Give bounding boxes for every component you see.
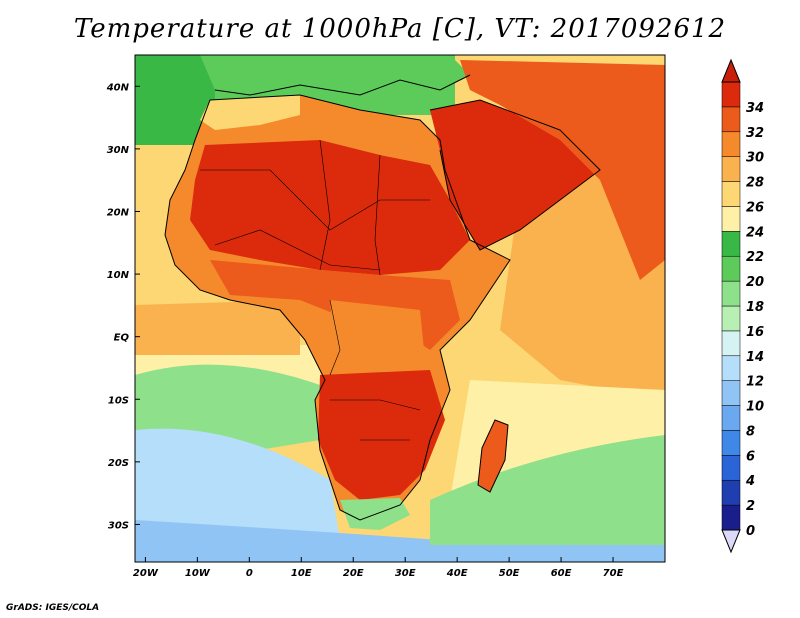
colorbar-label: 20	[746, 275, 764, 290]
colorbar-segment	[721, 255, 741, 282]
y-tick-label: 10N	[107, 270, 130, 281]
colorbar-segment	[721, 131, 741, 157]
colorbar-label: 4	[745, 474, 755, 489]
colorbar-label: 30	[746, 151, 764, 166]
colorbar-label: 16	[746, 325, 764, 340]
colorbar-label: 12	[746, 375, 764, 390]
y-axis-ticks: 40N 30N 20N 10N EQ 10S 20S 30S	[106, 82, 140, 531]
plot-frame	[134, 54, 666, 563]
x-tick-label: 10E	[291, 568, 312, 579]
ocean-indian-south	[450, 380, 665, 500]
land-maghreb	[200, 95, 300, 130]
map-plot-area	[135, 55, 665, 562]
colorbar-segment	[721, 330, 741, 357]
x-tick-label: 30E	[395, 568, 416, 579]
grads-credit: GrADS: IGES/COLA	[6, 603, 100, 613]
colorbar-segment	[721, 81, 741, 108]
coastlines	[164, 74, 601, 521]
ocean-indian-cool	[430, 435, 665, 545]
colorbar-label: 32	[746, 126, 764, 141]
land-madagascar	[478, 420, 508, 492]
colorbar-over-arrow	[721, 58, 741, 83]
colorbar-segment	[721, 405, 741, 431]
x-tick-label: 20W	[133, 568, 159, 579]
x-tick-label: 40E	[446, 568, 468, 579]
country-borders	[200, 139, 430, 441]
colorbar-segment	[721, 355, 741, 381]
colorbar-label: 26	[746, 200, 764, 215]
colorbar-segment	[721, 455, 741, 481]
x-axis-ticks: 20W 10W 0 10E 20E 30E 40E 50E 60E 70E	[133, 557, 624, 579]
colorbar-segment	[721, 305, 741, 332]
colorbar-label: 34	[746, 101, 764, 116]
y-tick-label: 20S	[108, 458, 129, 469]
colorbar-segment	[721, 181, 741, 207]
colorbar-label: 6	[746, 449, 755, 464]
ocean-south-atlantic-cool	[135, 428, 340, 540]
page-title: Temperature at 1000hPa [C], VT: 20170926…	[73, 14, 727, 44]
colorbar-segment	[721, 430, 741, 456]
colorbar-segment	[721, 380, 741, 406]
colorbar-label: 22	[746, 250, 764, 265]
colorbar-segment	[721, 280, 741, 307]
ocean-southern	[135, 520, 665, 562]
colorbar-segment	[721, 206, 741, 232]
colorbar-label: 2	[746, 499, 755, 514]
land-sahara	[190, 140, 470, 275]
colorbar-segment	[721, 479, 741, 506]
land-southern	[318, 370, 445, 500]
y-tick-label: 10S	[108, 395, 129, 406]
x-tick-label: 50E	[499, 568, 520, 579]
y-tick-label: 20N	[107, 207, 130, 218]
x-tick-label: 60E	[551, 568, 572, 579]
colorbar-label: 10	[746, 400, 764, 415]
land-europe	[200, 55, 470, 95]
y-tick-label: EQ	[114, 333, 130, 344]
colorbar-label: 28	[746, 176, 764, 191]
colorbar-segment	[721, 106, 741, 133]
land-congo	[330, 300, 425, 375]
colorbar-under-arrow	[721, 529, 741, 554]
land-iran-india	[460, 60, 665, 280]
y-tick-label: 30S	[108, 520, 129, 531]
colorbar-segment	[721, 156, 741, 182]
colorbar-label: 24	[746, 225, 764, 240]
x-tick-label: 70E	[603, 568, 624, 579]
colorbar-label: 8	[746, 424, 755, 439]
y-tick-label: 30N	[107, 145, 130, 156]
colorbar-label: 0	[746, 524, 755, 539]
colorbar-segment	[721, 504, 741, 531]
ocean-guinea	[135, 300, 300, 355]
y-tick-label: 40N	[106, 82, 130, 93]
x-tick-label: 10W	[185, 568, 211, 579]
x-tick-label: 20E	[343, 568, 364, 579]
colorbar-segment	[721, 231, 741, 257]
x-tick-label: 0	[246, 568, 253, 579]
colorbar-label: 18	[746, 300, 764, 315]
colorbar-label: 14	[746, 350, 764, 365]
